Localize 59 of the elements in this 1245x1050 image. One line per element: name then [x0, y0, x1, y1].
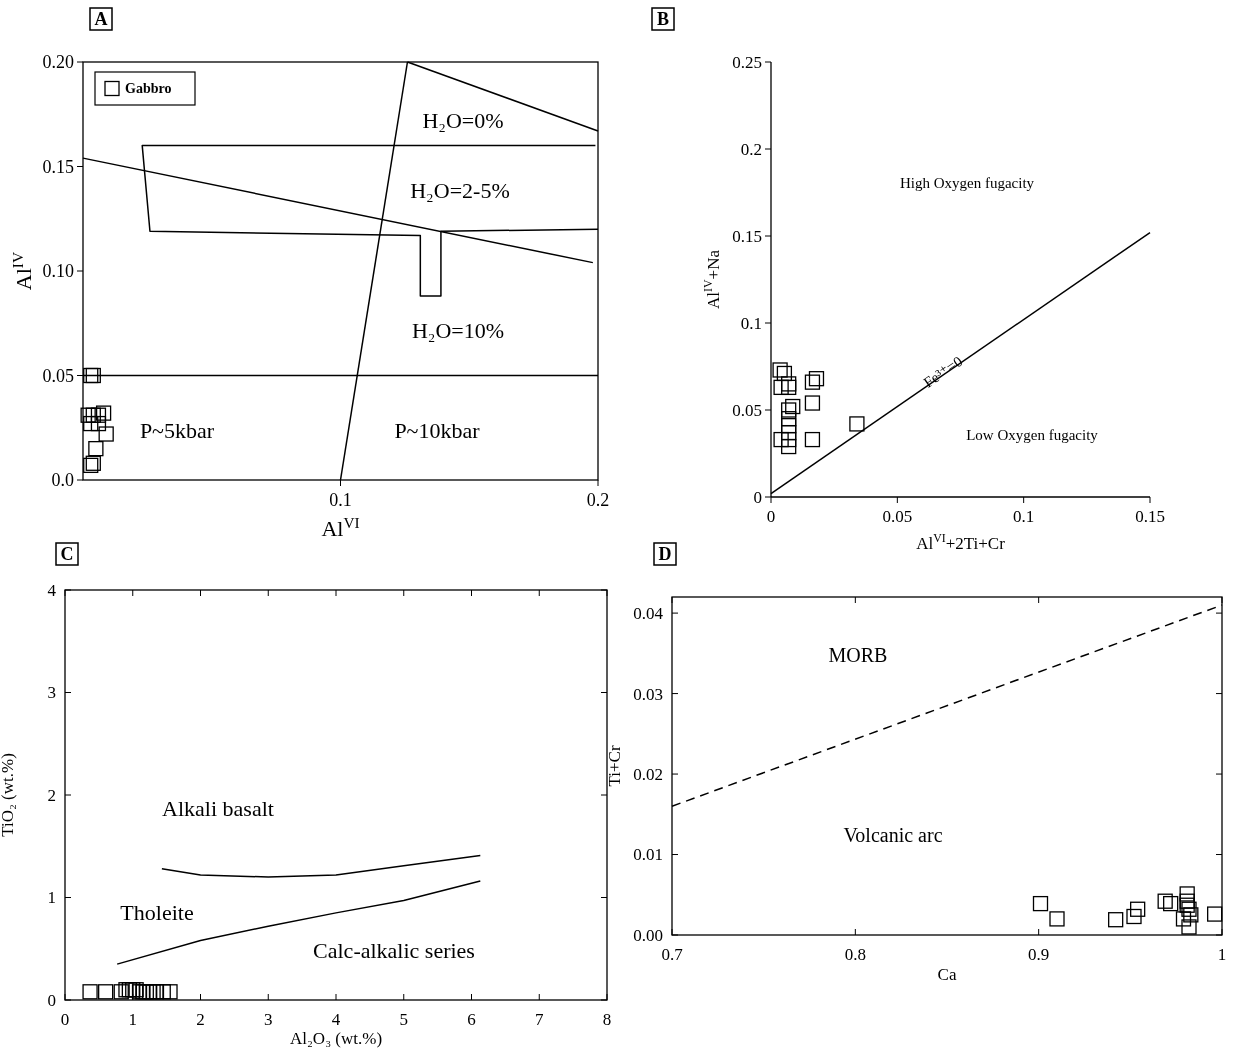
y-tick-label: 4	[47, 580, 57, 600]
y-tick-label: 0.05	[42, 365, 74, 386]
y-tick-label: 0.10	[42, 261, 74, 282]
y-tick-label: 0	[47, 990, 56, 1010]
x-tick-label: 5	[399, 1010, 408, 1029]
x-tick-label: 8	[602, 1010, 612, 1029]
y-tick-label: 0.0	[51, 470, 74, 491]
chart-title: B	[656, 9, 670, 30]
x-axis-title: Al$^{VI}$+2Ti+Cr	[916, 531, 1006, 553]
x-tick-label: 1	[1217, 945, 1227, 964]
x-tick-label: 0.1	[1013, 507, 1035, 526]
annotation: Low Oxygen fugacity	[966, 427, 1099, 444]
x-tick-label: 0.7	[661, 945, 684, 964]
annotation: P~10kbar	[394, 417, 481, 443]
y-tick-label: 0.04	[633, 604, 664, 624]
y-tick-label: 0.20	[42, 52, 74, 73]
x-tick-label: 0.9	[1028, 945, 1050, 964]
x-axis-title: Al$^{VI}$	[321, 513, 360, 541]
y-tick-label: 0.01	[633, 845, 663, 865]
annotation: Volcanic arc	[843, 824, 943, 846]
x-tick-label: 7	[535, 1010, 544, 1029]
y-tick-label: 2	[47, 785, 56, 805]
x-tick-label: 0.05	[882, 507, 913, 526]
chart-title: A	[94, 9, 108, 30]
y-tick-label: 0.03	[633, 684, 663, 704]
y-tick-label: 0.1	[740, 313, 762, 333]
x-tick-label: 2	[196, 1010, 205, 1029]
y-tick-label: 0.15	[732, 226, 762, 246]
y-tick-label: 0.25	[732, 52, 762, 72]
annotation: Calc-alkalic series	[313, 937, 475, 963]
x-tick-label: 6	[467, 1010, 476, 1029]
annotation: MORB	[828, 644, 888, 666]
y-tick-label: 1	[47, 888, 56, 908]
y-tick-label: 0.02	[633, 765, 663, 784]
chart-title: C	[60, 544, 74, 565]
annotation: H₂O=10%	[411, 317, 505, 343]
x-tick-label: 0.8	[844, 945, 866, 964]
x-tick-label: 4	[331, 1010, 341, 1029]
x-tick-label: 1	[128, 1010, 137, 1029]
annotation: High Oxygen fugacity	[899, 175, 1035, 192]
y-tick-label: 0.15	[42, 156, 74, 177]
y-tick-label: 3	[47, 683, 56, 703]
annotation: H₂O=2-5%	[410, 177, 510, 203]
annotation: Alkali basalt	[162, 795, 274, 821]
x-tick-label: 0	[766, 507, 776, 526]
legend-label: Gabbro	[125, 81, 172, 97]
y-axis-title: Ti+Cr	[605, 745, 624, 787]
x-axis-title: Ca	[937, 965, 957, 984]
x-axis-title: Al₂O₃ (wt.%)	[289, 1029, 383, 1048]
y-tick-label: 0.05	[732, 400, 762, 420]
annotation: Tholeite	[120, 899, 194, 925]
x-tick-label: 0.15	[1135, 507, 1165, 526]
annotation: H₂O=0%	[422, 107, 504, 133]
chart-title: D	[658, 544, 672, 565]
y-tick-label: 0.00	[633, 925, 663, 945]
y-axis-title: TiO₂ (wt.%)	[0, 753, 17, 837]
x-tick-label: 3	[264, 1010, 273, 1029]
annotation: P~5kbar	[139, 417, 215, 443]
y-tick-label: 0.2	[740, 139, 762, 159]
